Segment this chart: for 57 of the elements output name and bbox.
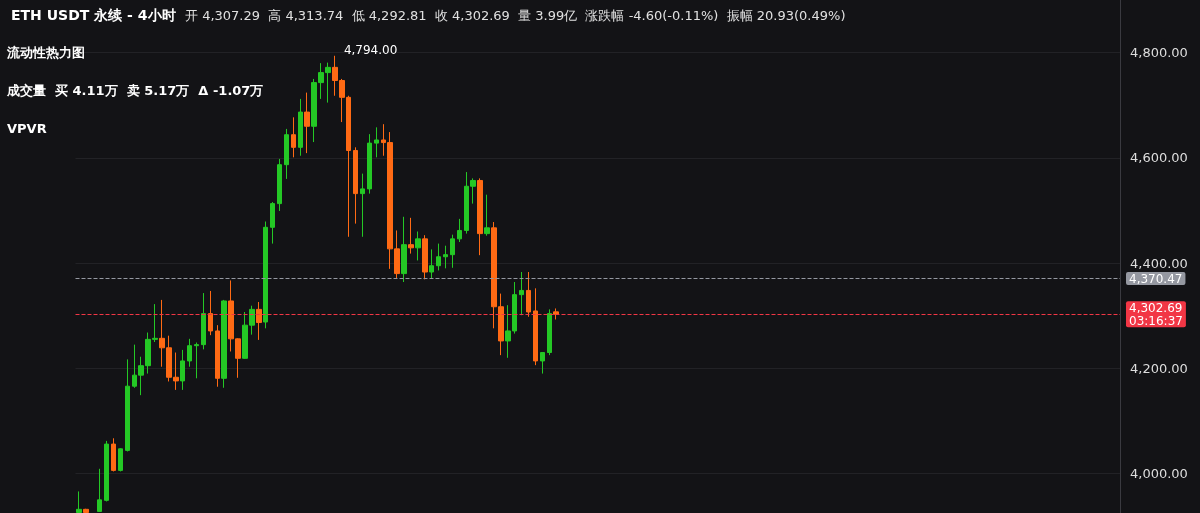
- candlestick: [553, 307, 559, 320]
- candlestick: [298, 98, 303, 157]
- candlestick: [367, 133, 372, 195]
- candlestick: [270, 201, 275, 245]
- candlestick: [450, 234, 455, 269]
- candlestick: [533, 287, 538, 366]
- candlestick: [111, 437, 116, 472]
- candlestick: [180, 349, 185, 391]
- candlestick: [221, 299, 227, 389]
- annotation: 4,794.00: [343, 42, 398, 57]
- candlestick: [519, 271, 524, 316]
- annotation: 流动性热力图: [6, 45, 85, 60]
- candlestick: [304, 92, 310, 154]
- candlestick: [526, 271, 531, 318]
- y-tick-label: 4,400.00: [1130, 255, 1188, 271]
- candlestick: [201, 292, 206, 350]
- candlestick: [547, 308, 552, 356]
- candlestick: [477, 177, 483, 256]
- candlestick: [118, 447, 123, 472]
- y-tick-label: 4,200.00: [1130, 360, 1188, 376]
- candlestick: [360, 173, 365, 238]
- y-tick-label: 4,600.00: [1130, 150, 1188, 166]
- text: ETH USDT 永续 - 4小时: [11, 7, 176, 23]
- candlestick: [263, 221, 268, 329]
- candlestick: [291, 116, 296, 158]
- candlestick: [104, 440, 109, 502]
- candlestick: [540, 352, 545, 375]
- y-tick-label: 4,800.00: [1130, 45, 1188, 61]
- text: 开 4,307.29 高 4,313.74 低 4,292.81 收 4,302.69 量 3.99亿 涨跌幅 -4.60(-0.11%) 振幅 20.93(0.49%): [185, 8, 846, 23]
- candlestick: [125, 358, 130, 452]
- candlestick: [401, 216, 407, 283]
- candlestick: [443, 245, 448, 269]
- candlestick: [97, 468, 102, 512]
- candlestick: [429, 248, 434, 279]
- ref-line-label: 4,370.47: [1129, 271, 1183, 286]
- candlestick: [484, 194, 490, 237]
- candlestick: [194, 342, 199, 379]
- text: VPVR: [7, 121, 47, 136]
- candlestick: [208, 290, 213, 336]
- candlestick: [457, 218, 462, 243]
- candlestick: [436, 243, 441, 271]
- y-tick-label: 4,000.00: [1130, 466, 1188, 482]
- annotation: 成交量 买 4.11万 卖 5.17万 Δ -1.07万: [6, 83, 264, 98]
- candlestick: [415, 231, 421, 261]
- candlestick: [374, 126, 379, 158]
- candlestick: [256, 301, 262, 341]
- candlestick: [76, 490, 82, 513]
- text: 03:16:37: [1129, 313, 1183, 328]
- candlestick: [353, 146, 358, 225]
- candlestick: [277, 158, 282, 212]
- candlestick: [187, 338, 192, 368]
- ref-line-label: 4,302.69: [1129, 300, 1183, 315]
- candlestick: [422, 234, 428, 280]
- candlestick: [284, 128, 289, 180]
- candlestick: [83, 508, 89, 513]
- candlestick: [215, 324, 220, 388]
- candlestick: [408, 217, 414, 255]
